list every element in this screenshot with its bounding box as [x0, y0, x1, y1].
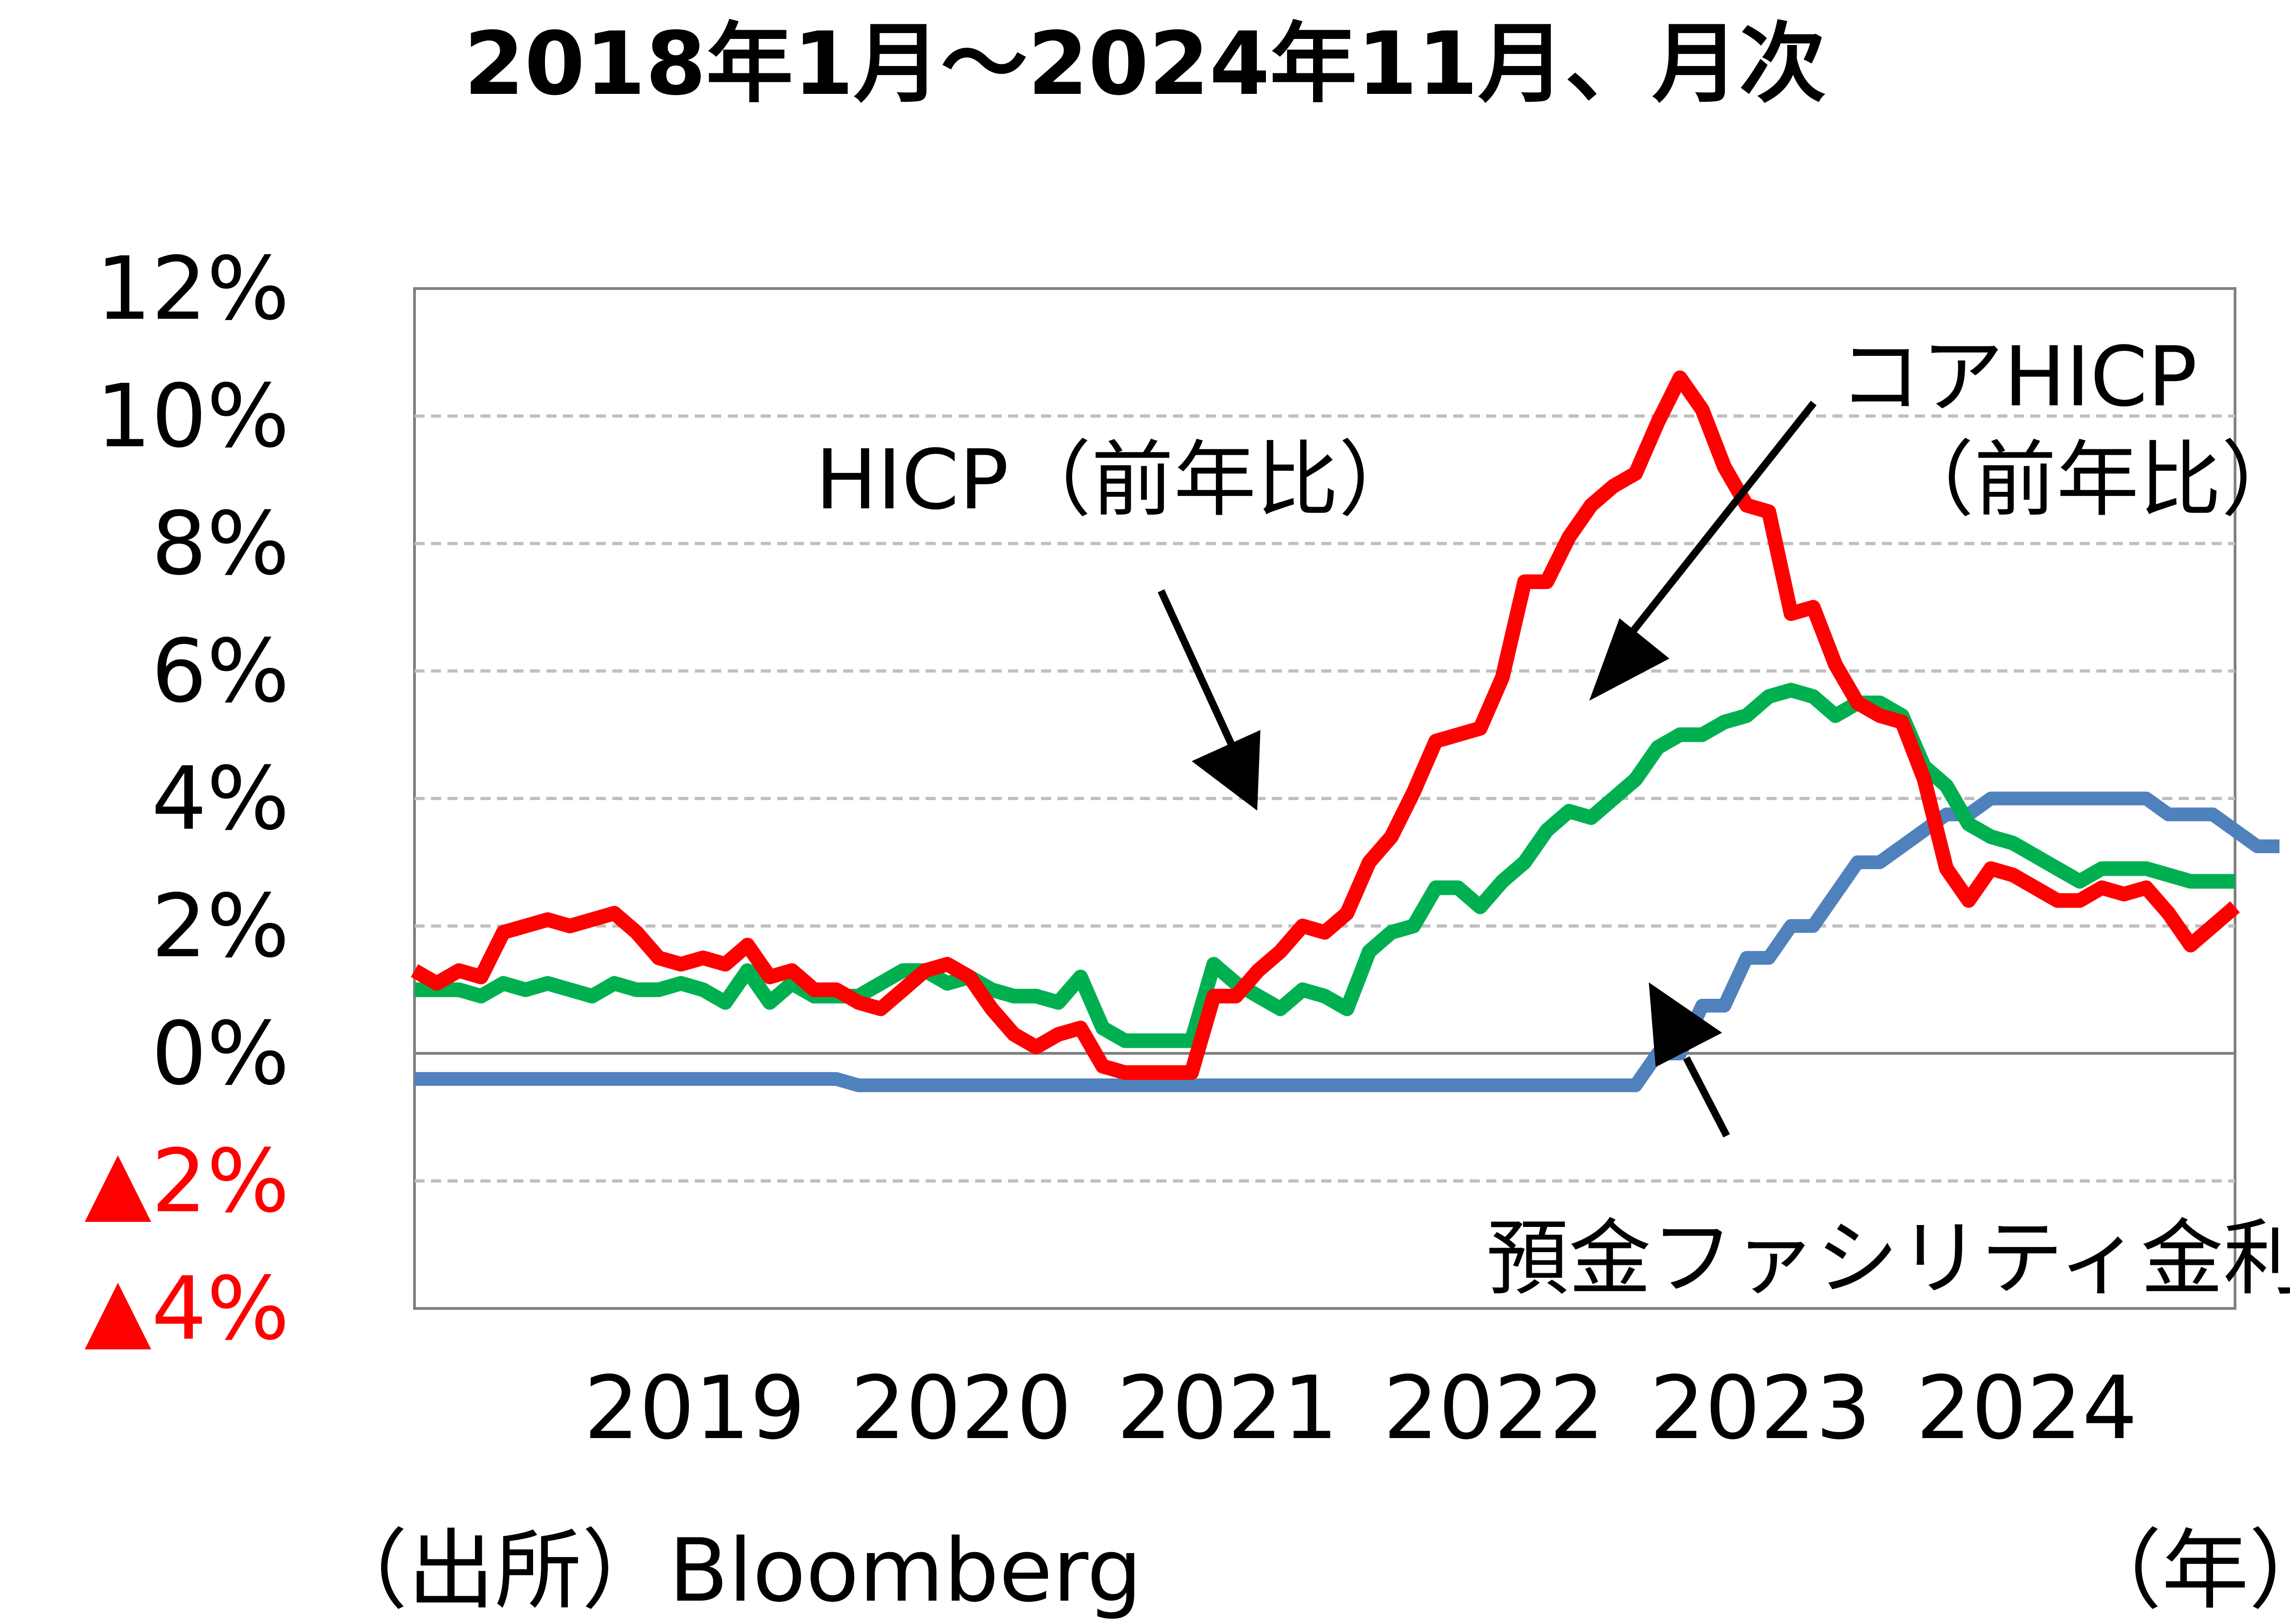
core-arrow [1627, 401, 1817, 637]
x-tick-label: 2021 [1117, 1357, 1338, 1459]
hicp-label: HICP（前年比） [815, 432, 1421, 528]
x-tick-label: 2024 [1916, 1357, 2137, 1459]
y-tick-label: ▲4% [84, 1258, 289, 1359]
deposit-label: 預金ファシリティ金利 [1486, 1211, 2290, 1307]
y-tick-label: ▲2% [84, 1131, 289, 1232]
series-line-core [414, 682, 2235, 1048]
y-tick-label: 12% [96, 238, 289, 339]
hicp-arrowhead [1192, 730, 1260, 811]
y-tick-label: 10% [96, 365, 289, 467]
x-axis-tick-labels: 2019 2020 2021 2022 2023 2024 [584, 1357, 2137, 1459]
deposit-arrowhead [1649, 982, 1722, 1067]
arrows [1157, 401, 1817, 1138]
y-tick-label: 4% [152, 748, 289, 850]
deposit-arrow [1683, 1056, 1730, 1138]
series-lines [411, 370, 2279, 1092]
x-tick-label: 2019 [584, 1357, 806, 1459]
core-label-line1: コアHICP [1839, 329, 2197, 425]
series-line-hicp [411, 370, 2240, 1080]
x-tick-label: 2022 [1383, 1357, 1605, 1459]
y-tick-label: 0% [152, 1003, 289, 1104]
y-tick-label: 6% [152, 621, 289, 722]
y-tick-label: 2% [152, 876, 289, 977]
core-label-line2: （前年比） [1892, 432, 2290, 528]
chart-title: 2018年1月～2024年11月、月次 [464, 13, 1826, 114]
x-tick-label: 2020 [851, 1357, 1072, 1459]
x-unit-label: （年） [2075, 1520, 2290, 1621]
source-note: （出所）Bloomberg [321, 1520, 1142, 1621]
y-axis-tick-labels: 12% 10% 8% 6% 4% 2% 0% ▲2% ▲4% [84, 238, 289, 1359]
y-tick-label: 8% [152, 493, 289, 594]
core-arrowhead [1589, 618, 1669, 701]
x-tick-label: 2023 [1650, 1357, 1871, 1459]
hicp-arrow [1157, 589, 1240, 758]
